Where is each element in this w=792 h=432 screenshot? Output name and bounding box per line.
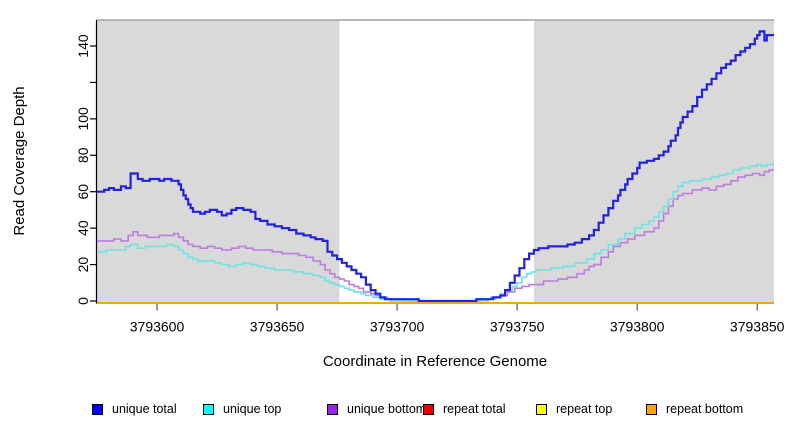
x-axis-title: Coordinate in Reference Genome: [323, 353, 547, 370]
panel-background: [97, 19, 774, 304]
legend-item-unique-top: unique top: [203, 401, 281, 417]
x-tick-label: 3793750: [490, 319, 545, 335]
legend-item-unique-bottom: unique bottom: [327, 401, 426, 417]
x-tick-label: 3793850: [730, 319, 785, 335]
series-unique-total: [97, 30, 774, 303]
legend-swatch-icon: [203, 403, 214, 415]
chart-legend: unique total unique top unique bottom repea…: [0, 401, 792, 421]
y-tick-label: 80: [75, 147, 91, 163]
y-tick-label: 100: [75, 107, 91, 131]
y-tick-label: 40: [75, 220, 91, 236]
x-tick-label: 3793650: [250, 319, 305, 335]
y-tick-label: 140: [75, 34, 91, 58]
y-tick-label: 60: [75, 184, 91, 200]
legend-item-unique-total: unique total: [92, 401, 177, 417]
legend-swatch-icon: [423, 403, 434, 415]
legend-swatch-icon: [327, 403, 338, 415]
x-tick-label: 3793800: [610, 319, 665, 335]
legend-item-repeat-bottom: repeat bottom: [646, 401, 743, 417]
legend-item-repeat-top: repeat top: [536, 401, 612, 417]
legend-label: unique total: [112, 402, 177, 416]
legend-label: unique top: [223, 402, 282, 416]
legend-swatch-icon: [92, 403, 103, 415]
y-tick-label: 0: [75, 297, 91, 305]
x-tick-label: 3793700: [370, 319, 425, 335]
legend-label: repeat bottom: [666, 402, 744, 416]
axes: 0 20 40 60 80 100 140 3793600 3793650 3793700 3793…: [75, 20, 785, 335]
panel-region: [97, 20, 340, 304]
legend-swatch-icon: [646, 403, 657, 415]
panel-region: [339, 20, 534, 304]
y-axis-title: Read Coverage Depth: [11, 86, 28, 235]
legend-label: repeat top: [556, 402, 613, 416]
x-tick-label: 3793600: [130, 319, 185, 335]
legend-item-repeat-total: repeat total: [423, 401, 506, 417]
data-series: [97, 30, 774, 304]
legend-swatch-icon: [536, 403, 547, 415]
legend-label: repeat total: [443, 402, 506, 416]
legend-label: unique bottom: [347, 402, 427, 416]
y-tick-label: 20: [75, 257, 91, 273]
chart-canvas: 0 20 40 60 80 100 140 3793600 3793650 3793700 3793…: [11, 19, 785, 370]
